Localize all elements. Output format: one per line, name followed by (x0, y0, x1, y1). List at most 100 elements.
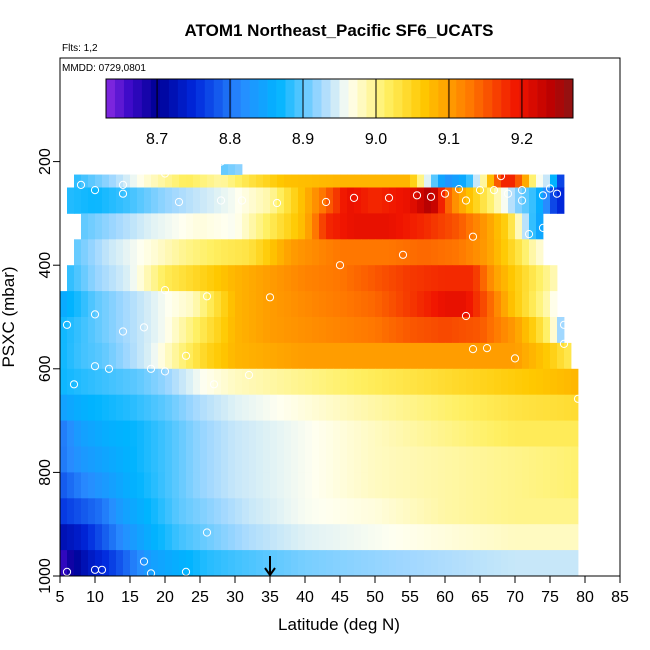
heatmap-cell (291, 498, 299, 525)
heatmap-cell (326, 317, 334, 344)
heatmap-cell (109, 524, 117, 551)
heatmap-cell (466, 524, 474, 551)
heatmap-cell (263, 213, 271, 240)
heatmap-cell (536, 446, 544, 473)
heatmap-cell (186, 498, 194, 525)
heatmap-cell (60, 291, 68, 318)
heatmap-cell (564, 446, 572, 473)
heatmap-cell (564, 498, 572, 525)
heatmap-cell (424, 472, 432, 499)
heatmap-cell (172, 498, 180, 525)
heatmap-cell (333, 239, 341, 266)
heatmap-cell (459, 550, 467, 577)
heatmap-cell (389, 239, 397, 266)
heatmap-cell (137, 317, 145, 344)
heatmap-cell (347, 213, 355, 240)
heatmap-cell (466, 291, 474, 318)
heatmap-cell (508, 265, 516, 292)
heatmap-cell (515, 368, 523, 396)
heatmap-cell (543, 498, 551, 525)
heatmap-cell (130, 317, 138, 344)
heatmap-cell (109, 368, 117, 396)
heatmap-cell (249, 498, 257, 525)
colorbar-segment (375, 79, 385, 118)
colorbar-segment (249, 79, 259, 118)
colorbar-segment (420, 79, 430, 118)
heatmap-cell (445, 174, 453, 188)
heatmap-cell (361, 498, 369, 525)
heatmap-cell (501, 446, 509, 473)
heatmap-cell (88, 472, 96, 499)
heatmap-cell (270, 291, 278, 318)
heatmap-cell (242, 317, 250, 344)
heatmap-cell (305, 317, 313, 344)
heatmap-cell (277, 420, 285, 447)
heatmap-cell (417, 291, 425, 318)
heatmap-cell (487, 213, 495, 240)
heatmap-cell (137, 291, 145, 318)
heatmap-cell (88, 446, 96, 473)
heatmap-cell (193, 187, 201, 214)
heatmap-cell (361, 368, 369, 396)
heatmap-cell (326, 420, 334, 447)
heatmap-cell (242, 239, 250, 266)
heatmap-cell (214, 498, 222, 525)
heatmap-cell (235, 342, 243, 370)
heatmap-cell (375, 239, 383, 266)
colorbar-segment (123, 79, 134, 118)
heatmap-cell (109, 291, 117, 318)
heatmap-cell (487, 498, 495, 525)
heatmap-cell (396, 187, 404, 214)
heatmap-cell (221, 368, 229, 396)
heatmap-cell (529, 174, 537, 188)
heatmap-cell (543, 446, 551, 473)
heatmap-cell (396, 524, 404, 551)
heatmap-cell (172, 446, 180, 473)
heatmap-cell (501, 239, 509, 266)
y-tick-label: 600 (37, 355, 54, 382)
colorbar-segment (294, 79, 304, 118)
heatmap-cell (452, 472, 460, 499)
heatmap-cell (466, 174, 474, 188)
heatmap-cell (340, 317, 348, 344)
heatmap-cell (221, 342, 229, 370)
heatmap-cell (172, 213, 180, 240)
heatmap-cell (298, 265, 306, 292)
heatmap-cell (508, 239, 516, 266)
heatmap-cell (431, 187, 439, 214)
heatmap-cell (74, 174, 82, 188)
heatmap-cell (109, 317, 117, 344)
heatmap-cell (452, 174, 460, 188)
heatmap-cell (529, 317, 537, 344)
heatmap-cell (144, 472, 152, 499)
heatmap-cell (172, 524, 180, 551)
heatmap-cell (221, 550, 229, 577)
heatmap-cell (228, 524, 236, 551)
heatmap-cell (529, 472, 537, 499)
heatmap-cell (340, 265, 348, 292)
heatmap-cell (396, 291, 404, 318)
heatmap-cell (193, 524, 201, 551)
heatmap-cell (522, 174, 530, 188)
heatmap-cell (466, 446, 474, 473)
heatmap-cell (228, 164, 236, 175)
heatmap-cell (151, 174, 159, 188)
heatmap-cell (543, 524, 551, 551)
heatmap-cell (410, 239, 418, 266)
heatmap-cell (242, 265, 250, 292)
heatmap-cell (165, 420, 173, 447)
heatmap-cell (445, 550, 453, 577)
heatmap-cell (424, 174, 432, 188)
colorbar-segment (528, 79, 538, 118)
heatmap-cell (291, 213, 299, 240)
heatmap-cell (256, 446, 264, 473)
heatmap-cell (214, 420, 222, 447)
heatmap-cell (228, 446, 236, 473)
date-annotation: MMDD: 0729,0801 (62, 63, 146, 74)
heatmap-cell (172, 472, 180, 499)
colorbar-segment (537, 79, 547, 118)
colorbar-segment (456, 79, 466, 118)
heatmap-cell (186, 265, 194, 292)
heatmap-cell (67, 342, 75, 370)
heatmap-cell (396, 342, 404, 370)
